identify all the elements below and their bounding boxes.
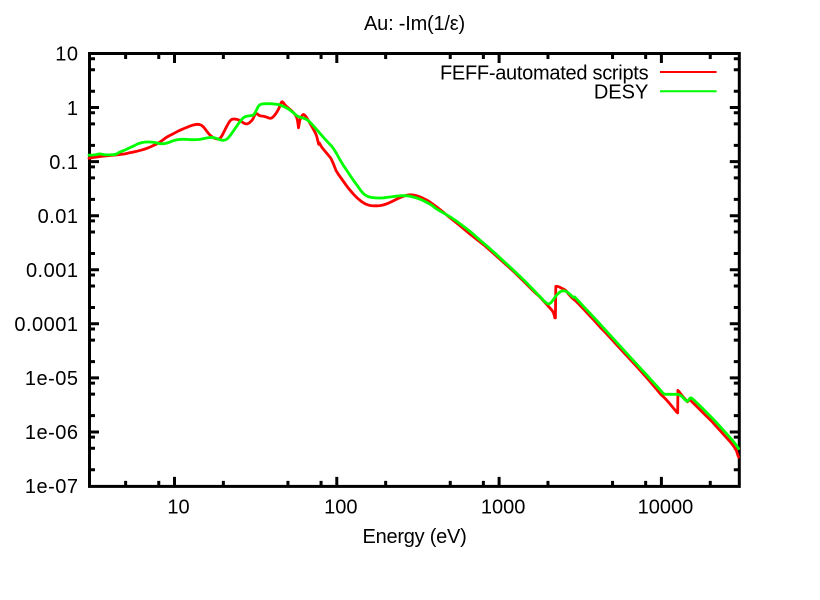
svg-text:1e-05: 1e-05 bbox=[25, 368, 79, 390]
svg-text:Energy (eV): Energy (eV) bbox=[363, 526, 467, 548]
svg-text:10000: 10000 bbox=[638, 496, 694, 518]
svg-text:100: 100 bbox=[324, 496, 357, 518]
svg-text:1e-06: 1e-06 bbox=[25, 422, 79, 444]
svg-text:0.01: 0.01 bbox=[38, 206, 79, 228]
svg-text:10: 10 bbox=[167, 496, 189, 518]
svg-text:DESY: DESY bbox=[594, 82, 648, 104]
svg-text:FEFF-automated scripts: FEFF-automated scripts bbox=[440, 63, 649, 85]
svg-text:1: 1 bbox=[67, 98, 79, 120]
svg-text:1e-07: 1e-07 bbox=[25, 476, 79, 498]
svg-text:0.1: 0.1 bbox=[49, 152, 78, 174]
svg-text:Au: -Im(1/ε): Au: -Im(1/ε) bbox=[364, 13, 465, 35]
svg-text:1000: 1000 bbox=[481, 496, 526, 518]
svg-text:10: 10 bbox=[55, 44, 78, 66]
svg-text:0.0001: 0.0001 bbox=[14, 314, 78, 336]
svg-text:0.001: 0.001 bbox=[26, 260, 79, 282]
